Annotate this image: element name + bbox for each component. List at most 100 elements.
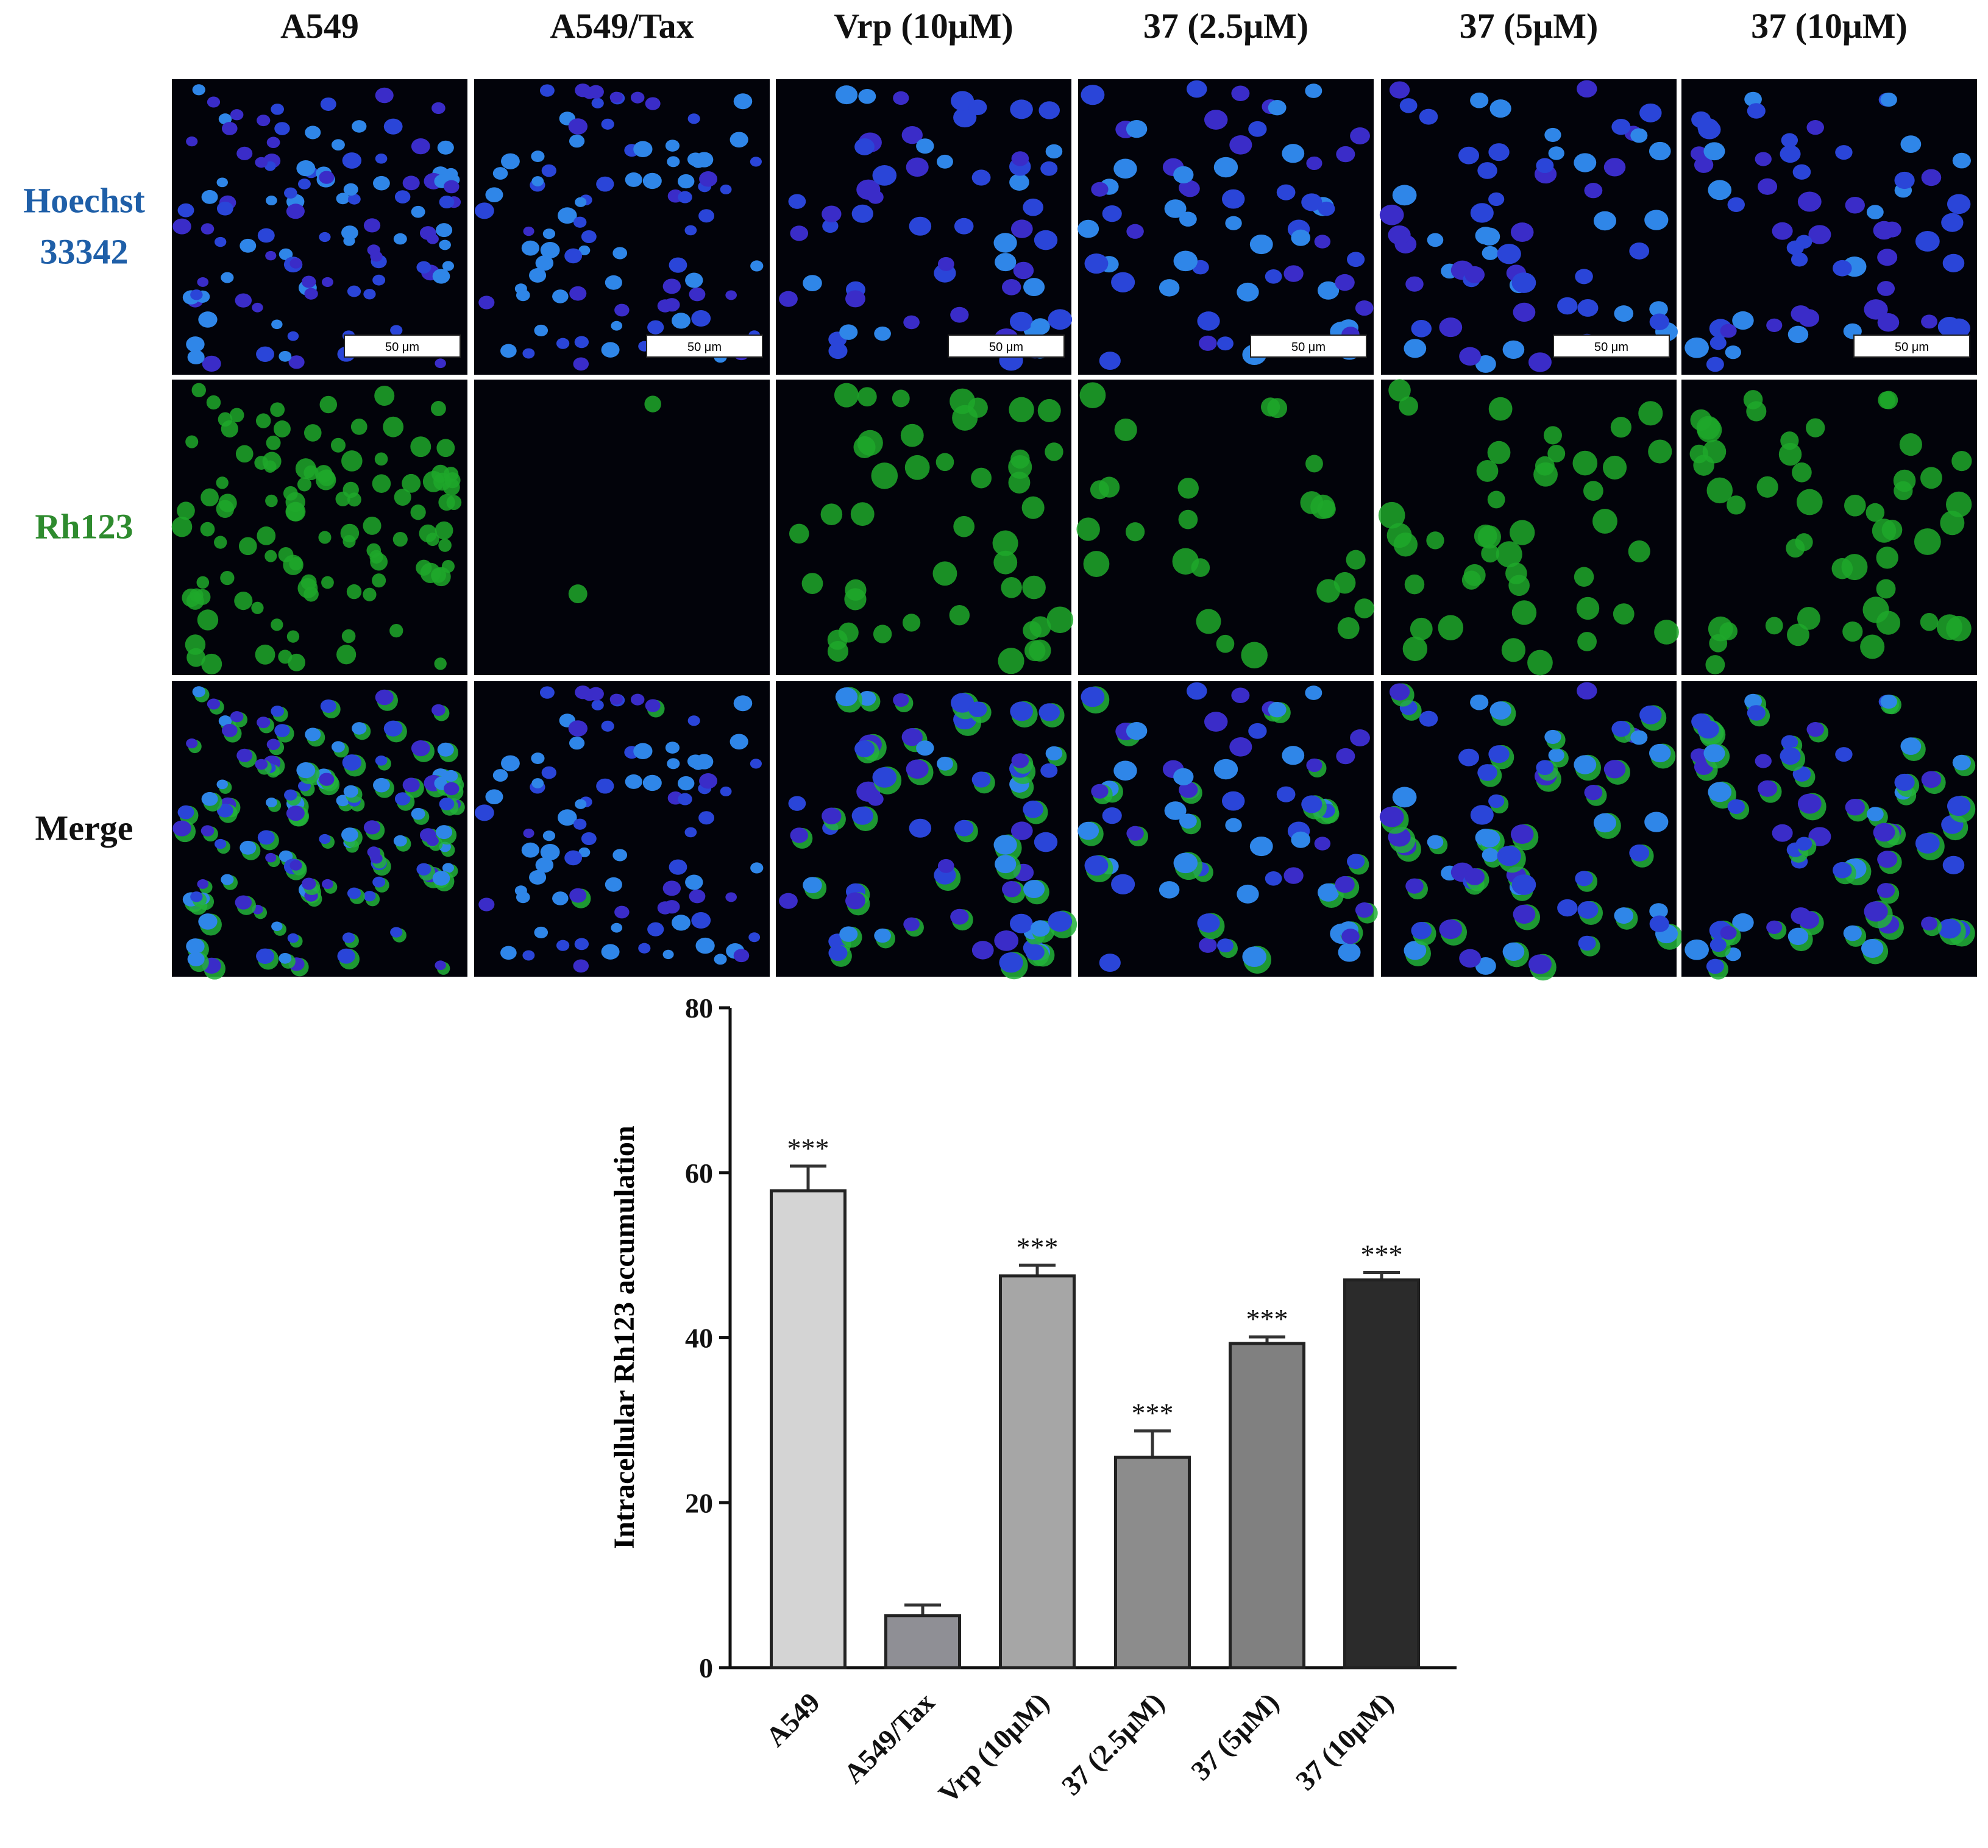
cell-nucleus bbox=[1179, 781, 1198, 798]
cell-nucleus bbox=[1845, 196, 1865, 214]
cell-nucleus bbox=[372, 876, 386, 888]
cell-nucleus bbox=[1557, 297, 1578, 315]
bar bbox=[770, 1189, 847, 1669]
cell-nucleus bbox=[1536, 760, 1554, 776]
cell-nucleus bbox=[256, 346, 274, 362]
cell-nucleus bbox=[779, 893, 798, 909]
cell-nucleus bbox=[633, 743, 653, 760]
cell-nucleus bbox=[1077, 219, 1099, 238]
cell-nucleus bbox=[1787, 927, 1809, 946]
cell-stain bbox=[1806, 418, 1825, 437]
cell-nucleus bbox=[1009, 174, 1029, 191]
cell-nucleus bbox=[730, 734, 748, 750]
bar bbox=[1229, 1342, 1305, 1669]
y-tick-label: 80 bbox=[685, 993, 713, 1024]
cell-nucleus bbox=[1341, 929, 1360, 944]
cell-nucleus bbox=[1835, 145, 1853, 160]
cell-stain bbox=[254, 456, 269, 470]
cell-nucleus bbox=[266, 136, 280, 149]
cell-nucleus bbox=[521, 842, 539, 858]
cell-nucleus bbox=[1091, 784, 1109, 799]
cell-stain bbox=[257, 526, 276, 545]
cell-nucleus bbox=[1639, 103, 1662, 122]
cell-nucleus bbox=[296, 160, 316, 177]
cell-nucleus bbox=[609, 91, 623, 103]
cell-nucleus bbox=[909, 216, 932, 236]
cell-nucleus bbox=[289, 860, 302, 871]
cell-nucleus bbox=[1335, 876, 1355, 893]
cell-stain bbox=[1216, 634, 1235, 653]
cell-nucleus bbox=[642, 172, 662, 189]
cell-nucleus bbox=[1347, 252, 1365, 267]
cell-stain bbox=[350, 419, 367, 435]
cell-nucleus bbox=[578, 245, 591, 255]
cell-nucleus bbox=[994, 930, 1019, 951]
cell-stain bbox=[438, 539, 452, 552]
cell-nucleus bbox=[393, 233, 407, 245]
cell-nucleus bbox=[427, 233, 439, 244]
significance-label: *** bbox=[1017, 1231, 1059, 1262]
cell-nucleus bbox=[612, 849, 628, 862]
cell-nucleus bbox=[1488, 745, 1510, 763]
cell-nucleus bbox=[221, 272, 234, 283]
cell-stain bbox=[1496, 541, 1522, 568]
cell-stain bbox=[1045, 442, 1063, 461]
cell-nucleus bbox=[186, 938, 205, 954]
cell-stain bbox=[1037, 398, 1061, 422]
cell-nucleus bbox=[1477, 162, 1497, 179]
cell-nucleus bbox=[534, 926, 548, 939]
scale-bar bbox=[344, 335, 461, 358]
cell-nucleus bbox=[858, 88, 876, 104]
cell-nucleus bbox=[256, 948, 274, 964]
panel-row-label: Rh123 bbox=[35, 507, 133, 547]
cell-stain bbox=[374, 385, 395, 406]
bar bbox=[884, 1614, 961, 1669]
cell-stain bbox=[235, 445, 254, 463]
cell-nucleus bbox=[1034, 832, 1058, 852]
cell-nucleus bbox=[197, 879, 209, 889]
cell-nucleus bbox=[1575, 269, 1593, 285]
cell-nucleus bbox=[909, 818, 932, 838]
cell-nucleus bbox=[851, 806, 873, 825]
cell-stain bbox=[902, 614, 921, 632]
cell-nucleus bbox=[1479, 227, 1500, 246]
cell-nucleus bbox=[1577, 901, 1599, 919]
cell-nucleus bbox=[1577, 299, 1599, 317]
cell-nucleus bbox=[1187, 682, 1207, 700]
cell-nucleus bbox=[573, 959, 589, 973]
cell-nucleus bbox=[218, 715, 232, 727]
cell-nucleus bbox=[968, 701, 987, 718]
y-tick-label: 20 bbox=[685, 1487, 713, 1518]
cell-nucleus bbox=[431, 102, 446, 115]
cell-nucleus bbox=[1459, 347, 1482, 366]
cell-nucleus bbox=[645, 97, 661, 110]
cell-nucleus bbox=[296, 762, 316, 779]
cell-nucleus bbox=[500, 946, 517, 960]
cell-nucleus bbox=[678, 191, 692, 204]
cell-stain bbox=[789, 523, 809, 544]
cell-nucleus bbox=[1806, 120, 1824, 135]
cell-nucleus bbox=[698, 209, 715, 223]
cell-stain bbox=[1463, 564, 1486, 586]
cell-nucleus bbox=[1379, 806, 1404, 827]
cell-stain bbox=[801, 573, 823, 595]
cell-nucleus bbox=[1864, 299, 1888, 320]
cell-stain bbox=[185, 435, 199, 448]
cell-stain bbox=[216, 500, 235, 519]
cell-nucleus bbox=[1242, 946, 1266, 968]
cell-nucleus bbox=[1649, 903, 1668, 919]
cell-nucleus bbox=[539, 686, 555, 699]
cell-stain bbox=[389, 623, 403, 638]
cell-stain bbox=[363, 516, 382, 535]
cell-stain bbox=[1378, 501, 1405, 529]
cell-stain bbox=[300, 574, 317, 590]
cell-nucleus bbox=[1577, 80, 1597, 98]
cell-nucleus bbox=[1732, 913, 1754, 932]
cell-nucleus bbox=[1291, 831, 1311, 848]
cell-nucleus bbox=[1915, 231, 1940, 252]
cell-nucleus bbox=[1023, 198, 1044, 216]
cell-nucleus bbox=[411, 807, 425, 820]
cell-stain bbox=[1511, 600, 1537, 625]
cell-nucleus bbox=[1584, 784, 1603, 801]
cell-nucleus bbox=[1034, 230, 1058, 250]
